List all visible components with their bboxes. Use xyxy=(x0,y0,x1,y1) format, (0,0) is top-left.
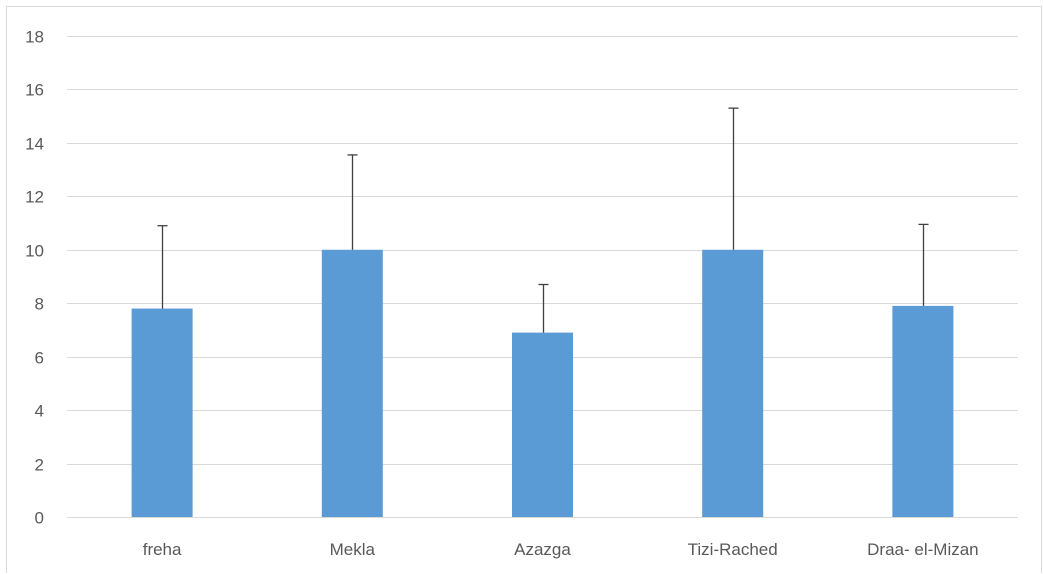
bar-mekla xyxy=(321,249,383,517)
y-tick-label: 2 xyxy=(35,456,44,475)
x-tick-label: Mekla xyxy=(330,540,376,559)
bar-tizi-rached xyxy=(702,249,764,517)
y-tick-label: 10 xyxy=(25,242,44,261)
x-tick-label: Azazga xyxy=(514,540,571,559)
y-tick-label: 14 xyxy=(25,135,44,154)
y-axis-tick-labels: 0 2 4 6 8 10 12 14 16 18 xyxy=(25,28,44,528)
bar-azazga xyxy=(512,332,573,517)
error-bars xyxy=(157,107,929,333)
y-tick-label: 0 xyxy=(35,509,44,528)
bars xyxy=(131,249,954,517)
bar-freha xyxy=(131,308,193,517)
x-tick-label: Tizi-Rached xyxy=(688,540,778,559)
bar-draa-el-mizan xyxy=(892,305,954,517)
x-tick-label: Draa- el-Mizan xyxy=(867,540,978,559)
y-tick-label: 16 xyxy=(25,81,44,100)
y-tick-label: 12 xyxy=(25,188,44,207)
y-tick-label: 8 xyxy=(35,295,44,314)
x-tick-label: freha xyxy=(143,540,182,559)
y-tick-label: 18 xyxy=(25,28,44,47)
y-tick-label: 4 xyxy=(35,402,44,421)
x-axis-tick-labels: freha Mekla Azazga Tizi-Rached Draa- el-Miza… xyxy=(143,540,979,559)
y-tick-label: 6 xyxy=(35,349,44,368)
